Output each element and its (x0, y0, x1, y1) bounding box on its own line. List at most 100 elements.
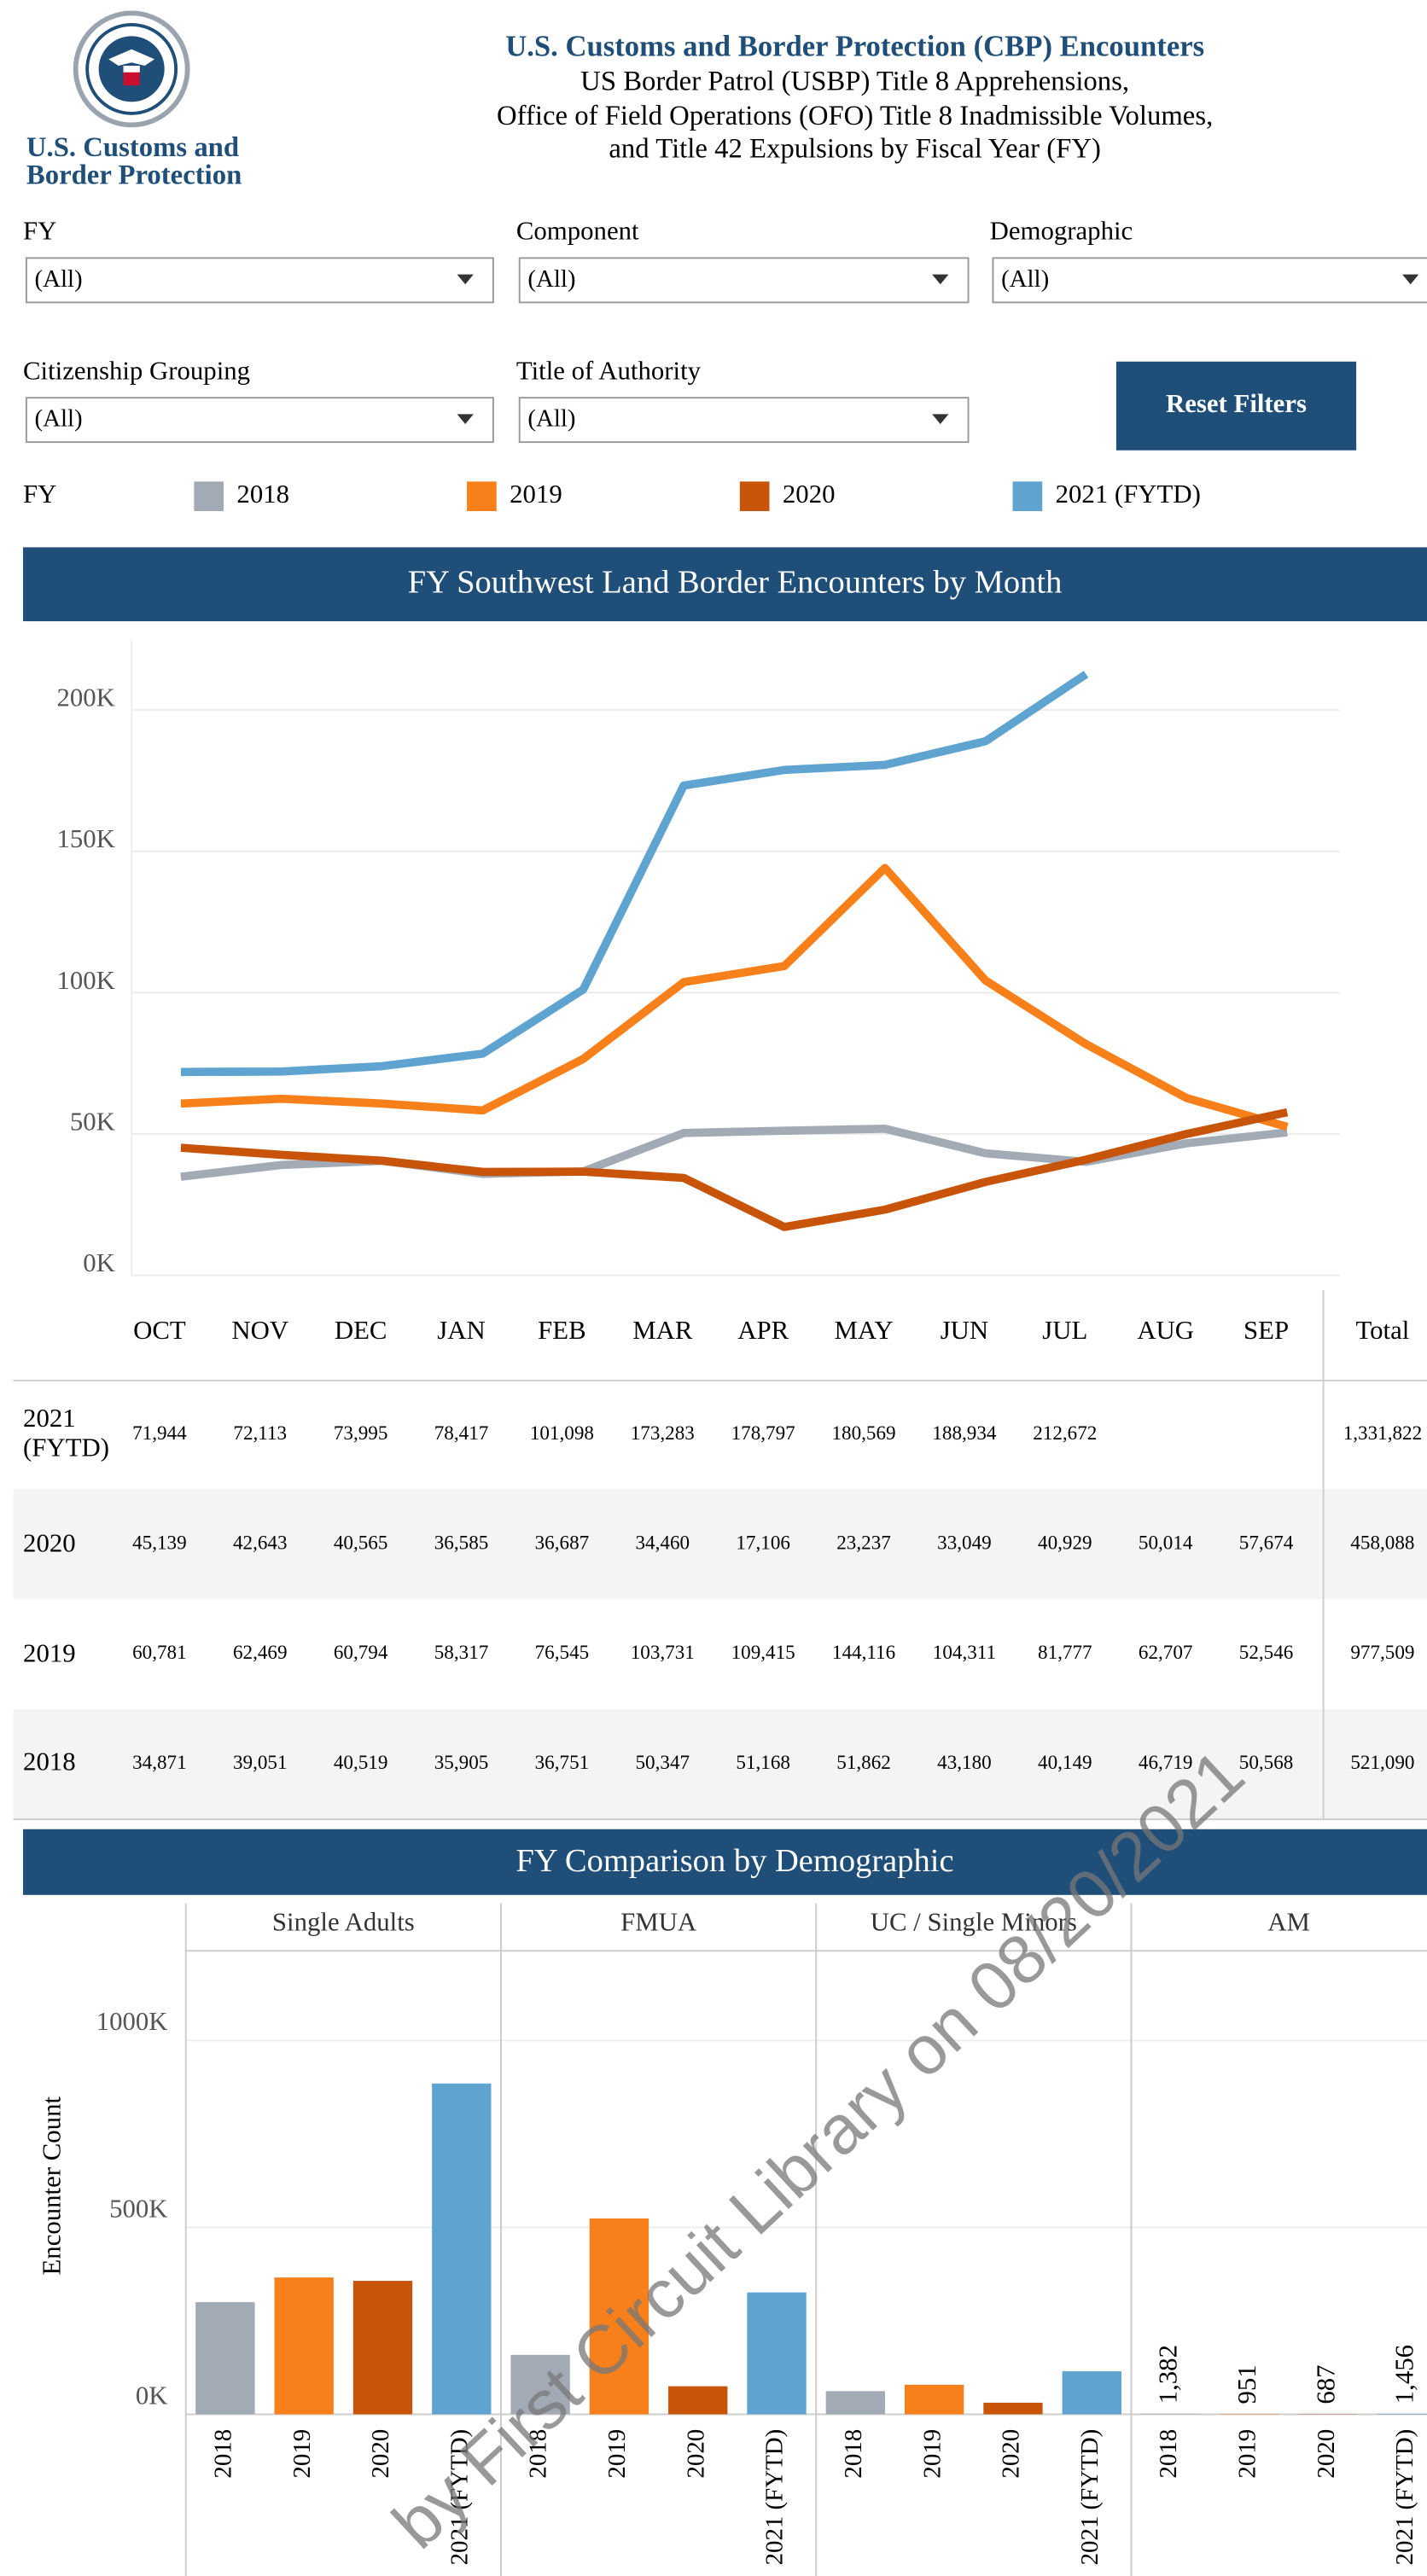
table-cell: 188,934 (932, 1422, 997, 1444)
table-cell: 144,116 (832, 1641, 895, 1663)
column-header: MAY (835, 1316, 894, 1345)
table-cell: 178,797 (731, 1422, 795, 1444)
dropdown-value[interactable]: (All) (35, 265, 83, 293)
dropdown-value[interactable]: (All) (1001, 265, 1049, 293)
y-tick-label: 0K (83, 1248, 115, 1277)
table-cell: 180,569 (831, 1422, 895, 1444)
y-tick-label: 100K (56, 966, 114, 995)
x-tick-label: 2018 (525, 2429, 552, 2479)
table-cell: 17,106 (736, 1531, 790, 1553)
legend-swatch (194, 481, 224, 512)
table-cell: 36,687 (535, 1531, 590, 1553)
legend-label: 2020 (783, 480, 836, 509)
table-cell: 60,794 (334, 1641, 388, 1663)
subtitle: and Title 42 Expulsions by Fiscal Year (… (609, 134, 1101, 165)
table-cell: 36,585 (434, 1531, 489, 1553)
table-cell: 73,995 (334, 1422, 388, 1444)
section-header (23, 547, 1427, 622)
facet-label: AM (1267, 1908, 1310, 1937)
bar (510, 2354, 570, 2415)
bar (904, 2384, 964, 2415)
table-cell: 57,674 (1239, 1531, 1294, 1553)
table-cell: 104,311 (933, 1641, 996, 1663)
x-tick-label: 2019 (918, 2429, 946, 2479)
table-cell: 42,643 (233, 1531, 288, 1553)
table-cell: 34,460 (636, 1531, 690, 1553)
table-cell: 81,777 (1038, 1641, 1092, 1663)
x-tick-label: 2019 (1234, 2429, 1261, 2479)
table-cell: 103,731 (631, 1641, 695, 1663)
dropdown[interactable] (518, 257, 970, 304)
column-header: AUG (1137, 1316, 1194, 1345)
table-cell: 45,139 (132, 1531, 187, 1553)
section-title: FY Southwest Land Border Encounters by M… (408, 565, 1063, 601)
dropdown-arrow (457, 414, 474, 424)
dropdown[interactable] (25, 397, 494, 444)
reset-button-label[interactable]: Reset Filters (1166, 389, 1307, 418)
table-cell: 50,568 (1239, 1751, 1294, 1773)
row-label: 2019 (23, 1639, 76, 1668)
reset-button[interactable] (1115, 361, 1357, 451)
dropdown-arrow (457, 274, 474, 285)
line-series (180, 671, 1089, 1077)
filter-label: Citizenship Grouping (23, 356, 250, 385)
x-tick-label: 2018 (209, 2429, 236, 2479)
facet-label: FMUA (620, 1908, 697, 1937)
bar (1140, 2413, 1201, 2415)
row-label: 2020 (23, 1529, 76, 1558)
bar (274, 2277, 334, 2415)
y-tick-label: 150K (56, 824, 114, 853)
bar (1377, 2413, 1427, 2415)
dropdown-value[interactable]: (All) (527, 265, 575, 293)
dropdown-value[interactable]: (All) (527, 405, 575, 433)
legend-swatch (1012, 481, 1043, 512)
table-cell: 71,944 (132, 1422, 187, 1444)
table-cell: 52,546 (1239, 1641, 1294, 1663)
column-header: JAN (437, 1316, 485, 1345)
table-cell: 36,751 (535, 1751, 590, 1773)
bar (352, 2281, 413, 2415)
table-cell: 72,113 (233, 1422, 287, 1444)
x-tick-label: 2020 (1313, 2429, 1340, 2479)
bar (432, 2083, 492, 2415)
data-label: 951 (1232, 2364, 1261, 2404)
table-cell: 40,565 (334, 1531, 388, 1553)
table-cell: 78,417 (434, 1422, 489, 1444)
table-cell: 109,415 (731, 1641, 795, 1663)
dropdown[interactable] (25, 257, 494, 304)
column-header: FEB (538, 1316, 585, 1345)
line-series (180, 1108, 1289, 1231)
bar (747, 2292, 807, 2415)
dropdown-value[interactable]: (All) (35, 405, 83, 433)
dropdown-arrow (1402, 274, 1419, 285)
table-cell: 40,929 (1038, 1531, 1092, 1553)
x-tick-label: 2021 (FYTD) (446, 2429, 473, 2566)
table-cell: 40,519 (334, 1751, 388, 1773)
filter-label: FY (23, 217, 56, 246)
x-tick-label: 2021 (FYTD) (1391, 2429, 1418, 2566)
dropdown[interactable] (992, 257, 1427, 304)
bar (1062, 2371, 1121, 2415)
table-cell: 34,871 (132, 1751, 187, 1773)
x-tick-label: 2018 (840, 2429, 867, 2479)
x-tick-label: 2021 (FYTD) (761, 2429, 789, 2566)
dropdown[interactable] (518, 397, 970, 444)
column-header: NOV (231, 1316, 288, 1345)
filter-label: Demographic (990, 217, 1133, 246)
y-axis-label: Encounter Count (38, 2096, 67, 2276)
filter-label: Component (516, 217, 639, 246)
table-cell: 50,014 (1139, 1531, 1193, 1553)
row-label-box: 2019 (23, 1639, 76, 1668)
data-label: 1,382 (1154, 2345, 1183, 2404)
dropdown-arrow (932, 274, 949, 285)
logo-text: U.S. Customs and (26, 132, 239, 163)
y-tick-label: 50K (70, 1108, 115, 1137)
column-header: Total (1356, 1316, 1410, 1345)
legend-label: 2019 (510, 480, 562, 509)
facet-label: UC / Single Minors (871, 1908, 1077, 1937)
row-label: 2018 (23, 1749, 76, 1777)
table-total: 458,088 (1350, 1531, 1414, 1553)
bar (589, 2218, 649, 2415)
